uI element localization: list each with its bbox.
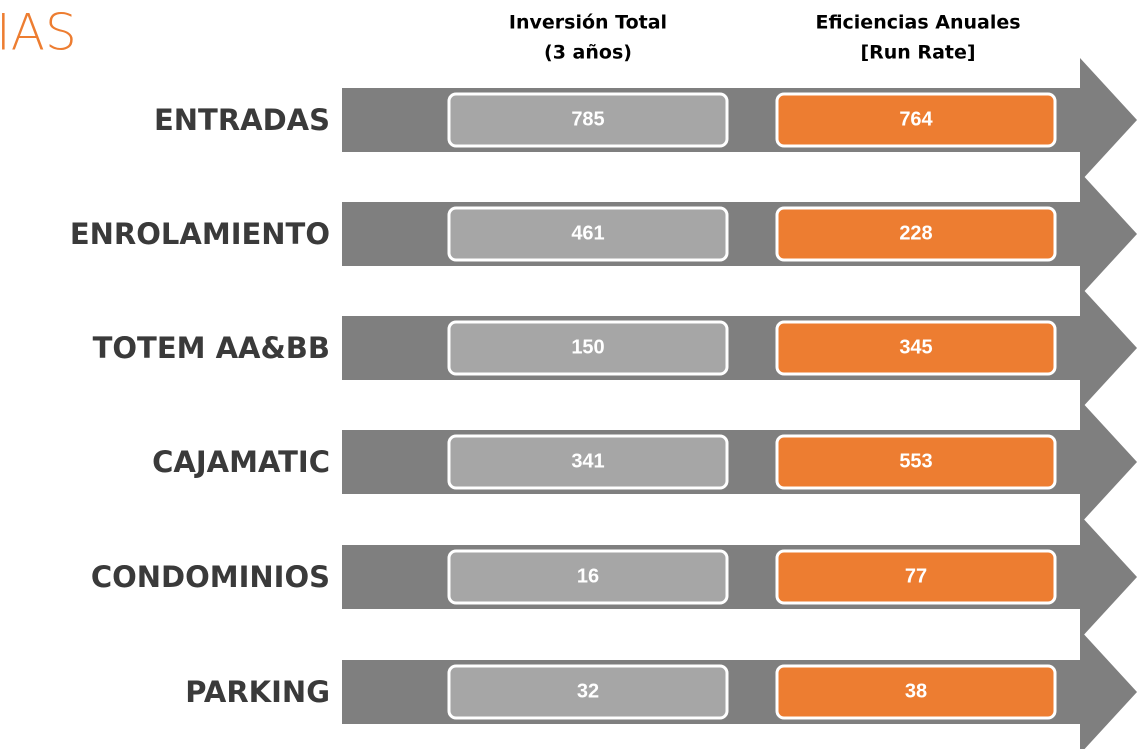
investment-value: 16 [577, 565, 599, 587]
efficiency-box [775, 434, 1057, 490]
arrow [342, 515, 1137, 639]
efficiency-value: 345 [899, 336, 932, 358]
column-header: Eficiencias Anuales [815, 12, 1020, 34]
arrow [342, 286, 1137, 410]
column-header: (3 años) [544, 42, 632, 64]
efficiency-box [775, 664, 1057, 720]
rows: ENTRADAS 785 764 ENROLAMIENTO 461 228 TOTEM AA… [70, 58, 1137, 754]
column-header: [Run Rate] [860, 42, 975, 64]
row-label: PARKING [185, 675, 330, 709]
row-label: ENTRADAS [154, 103, 330, 137]
investment-box [447, 320, 729, 376]
arrow [342, 630, 1137, 754]
efficiency-box [775, 320, 1057, 376]
efficiency-value: 77 [905, 565, 927, 587]
investment-value: 785 [571, 108, 604, 130]
investment-value: 32 [577, 680, 599, 702]
row-label: CONDOMINIOS [91, 560, 330, 594]
arrow [342, 58, 1137, 182]
row-label: ENROLAMIENTO [70, 217, 330, 251]
efficiency-value: 764 [899, 108, 933, 130]
efficiency-value: 553 [899, 450, 932, 472]
efficiency-box [775, 92, 1057, 148]
row-label: CAJAMATIC [152, 445, 330, 479]
slide-title: IAS [0, 4, 77, 62]
investment-box [447, 664, 729, 720]
arrow [342, 400, 1137, 524]
row-label: TOTEM AA&BB [93, 331, 330, 365]
investment-value: 150 [571, 336, 604, 358]
efficiency-value: 228 [899, 222, 932, 244]
investment-value: 341 [571, 450, 604, 472]
arrow [342, 172, 1137, 296]
column-header: Inversión Total [509, 12, 667, 34]
efficiency-box [775, 206, 1057, 262]
efficiency-box [775, 549, 1057, 605]
investment-box [447, 434, 729, 490]
investment-box [447, 92, 729, 148]
efficiency-value: 38 [905, 680, 927, 702]
investment-value: 461 [571, 222, 604, 244]
investment-box [447, 549, 729, 605]
investment-box [447, 206, 729, 262]
